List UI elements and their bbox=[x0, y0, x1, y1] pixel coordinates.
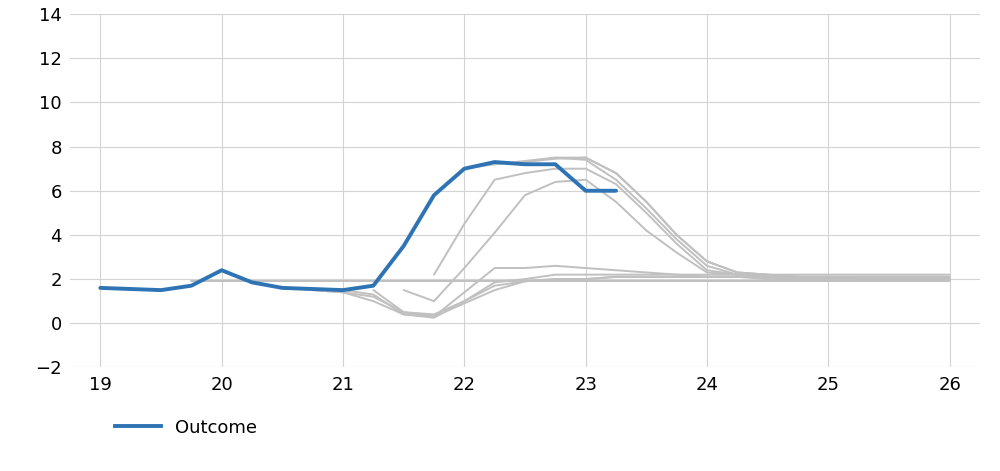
Legend: Outcome: Outcome bbox=[115, 419, 257, 437]
